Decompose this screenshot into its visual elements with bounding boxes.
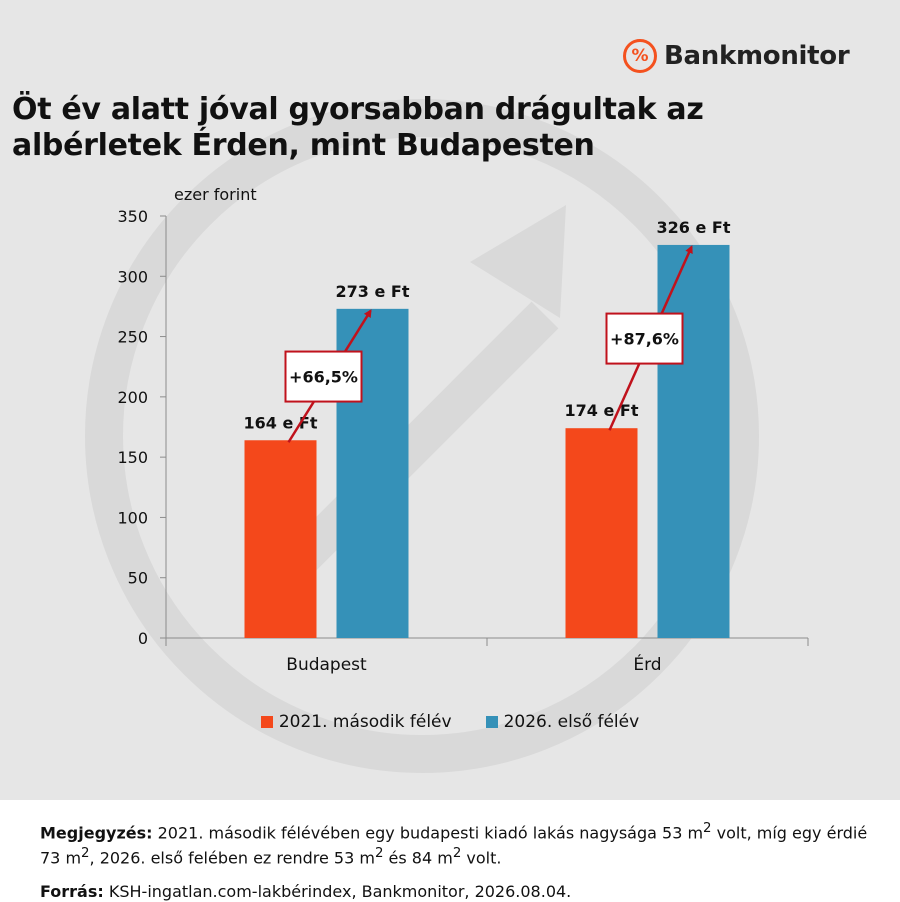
bars: 164 e Ft 273 e Ft 174 e Ft 326 e Ft	[244, 218, 731, 639]
legend-swatch	[485, 716, 498, 728]
y-tick-label: 200	[117, 388, 148, 407]
note-part: volt, míg egy érdié 73 m	[40, 823, 868, 868]
change-box	[284, 350, 363, 403]
y-tick-label: 250	[117, 328, 148, 347]
source-text: Forrás: KSH-ingatlan.com-lakbérindex, Ba…	[40, 881, 870, 902]
legend-label: 2021. második félév	[278, 712, 452, 732]
chart-card: % Bankmonitor Öt év alatt jóval gyorsabb…	[0, 0, 900, 800]
superscript: 2	[81, 846, 90, 862]
x-tick-label: Érd	[633, 653, 661, 675]
note-text: Megjegyzés: 2021. második félévében egy …	[40, 818, 870, 869]
legend: 2021. második félév 2026. első félév	[0, 712, 900, 732]
chart-title: Öt év alatt jóval gyorsabban drágultak a…	[12, 92, 704, 163]
legend-label: 2026. első félév	[503, 712, 640, 732]
change-label: +66,5%	[289, 368, 358, 387]
change-annotations: +66,5% +87,6%	[284, 245, 693, 443]
y-axis-label: ezer forint	[174, 185, 257, 204]
data-label: 273 e Ft	[336, 282, 410, 301]
note-part: 2021. második félévében egy budapesti ki…	[157, 823, 704, 843]
bar	[657, 244, 730, 639]
data-label: 326 e Ft	[657, 218, 731, 237]
data-label: 174 e Ft	[565, 401, 639, 420]
superscript: 2	[374, 846, 384, 862]
superscript: 2	[703, 821, 712, 836]
change-box	[605, 312, 684, 365]
y-tick-label: 150	[117, 448, 148, 467]
y-tick-label: 300	[117, 267, 148, 286]
note-label: Megjegyzés:	[40, 823, 153, 843]
y-tick-label: 0	[138, 629, 148, 648]
note-part: , 2026. első felében ez rendre 53 m	[89, 848, 375, 868]
y-tick-label: 50	[128, 569, 148, 588]
change-label: +87,6%	[610, 330, 679, 349]
x-tick-label: Budapest	[286, 655, 367, 675]
superscript: 2	[452, 846, 462, 862]
bankmonitor-logo: % Bankmonitor	[623, 36, 850, 76]
percent-circle-icon: %	[623, 39, 657, 73]
source-value: KSH-ingatlan.com-lakbérindex, Bankmonito…	[108, 881, 572, 901]
footnote: Megjegyzés: 2021. második félévében egy …	[40, 818, 870, 902]
source-label: Forrás:	[40, 881, 104, 901]
bar	[565, 428, 638, 638]
y-tick-label: 100	[117, 508, 148, 527]
legend-item-2026: 2026. első félév	[485, 712, 640, 732]
bar	[244, 440, 317, 638]
legend-swatch	[260, 716, 273, 728]
bar-chart: ezer forint 0 50 100 150 200 250 300 350 Budapes…	[117, 185, 809, 675]
note-part: és 84 m	[383, 848, 453, 868]
brand-name: Bankmonitor	[664, 41, 850, 71]
legend-item-2021: 2021. második félév	[260, 712, 452, 732]
data-label: 164 e Ft	[244, 413, 318, 432]
y-tick-label: 350	[117, 207, 148, 226]
note-part: volt.	[461, 848, 502, 868]
